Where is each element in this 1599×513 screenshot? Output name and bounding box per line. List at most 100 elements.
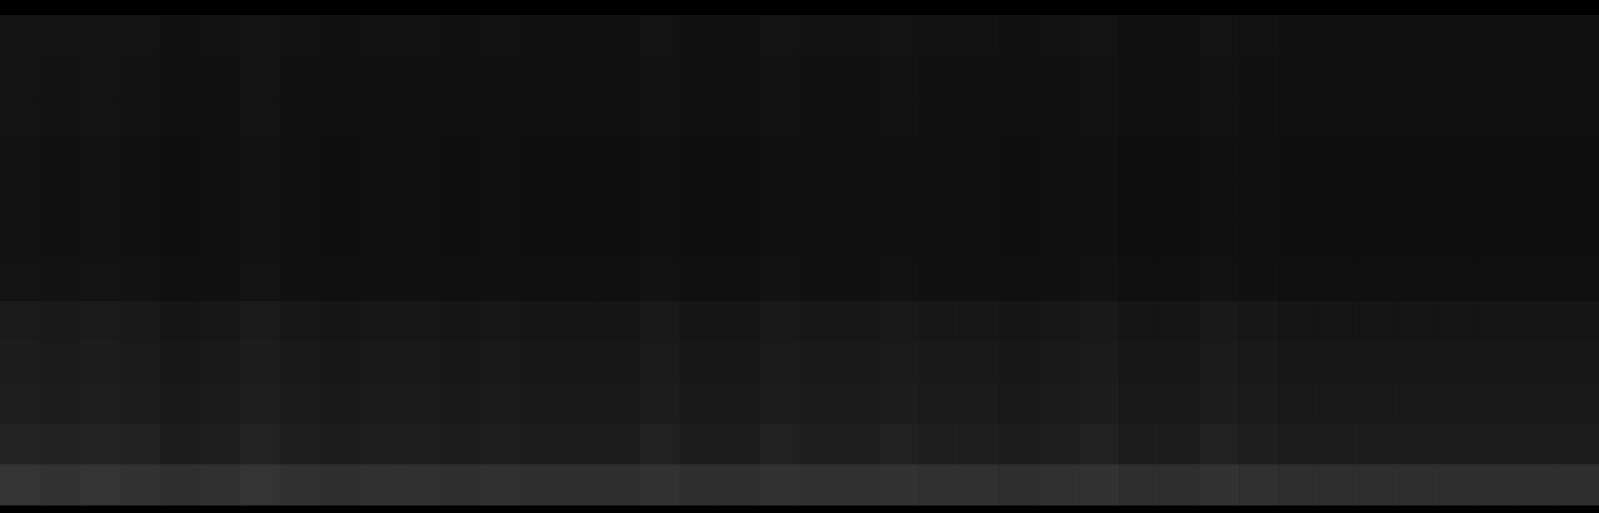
cell <box>1079 138 1119 179</box>
cell <box>1559 423 1599 464</box>
cell <box>560 15 600 56</box>
cell <box>1439 423 1479 464</box>
cell <box>560 301 600 342</box>
cell <box>480 383 520 424</box>
cell <box>800 97 840 138</box>
cell <box>879 260 919 301</box>
cell <box>1199 219 1239 260</box>
cell <box>520 219 560 260</box>
cell <box>1319 178 1359 219</box>
cell <box>1079 56 1119 97</box>
cell <box>800 56 840 97</box>
cell <box>1319 464 1359 505</box>
cell <box>120 178 160 219</box>
cell <box>480 219 520 260</box>
cell <box>0 56 40 97</box>
cell <box>999 423 1039 464</box>
cell <box>720 383 760 424</box>
cell <box>999 56 1039 97</box>
cell <box>680 219 720 260</box>
cell <box>1159 260 1199 301</box>
cell <box>760 219 800 260</box>
cell <box>160 464 200 505</box>
cell <box>999 383 1039 424</box>
cell <box>480 138 520 179</box>
cell <box>360 464 400 505</box>
cell <box>839 97 879 138</box>
cell <box>160 342 200 383</box>
cell <box>1399 15 1439 56</box>
cell <box>760 423 800 464</box>
cell <box>520 423 560 464</box>
cell <box>80 15 120 56</box>
cell <box>80 56 120 97</box>
cell <box>800 383 840 424</box>
cell <box>240 464 280 505</box>
cell <box>959 178 999 219</box>
cell <box>999 260 1039 301</box>
cell <box>879 97 919 138</box>
cell <box>1559 56 1599 97</box>
cell <box>1239 301 1279 342</box>
cell <box>1479 97 1519 138</box>
cell <box>640 383 680 424</box>
cell <box>280 56 320 97</box>
cell <box>1359 219 1399 260</box>
cell <box>160 15 200 56</box>
cell <box>280 383 320 424</box>
cell <box>240 423 280 464</box>
cell <box>1439 56 1479 97</box>
cell <box>240 178 280 219</box>
cell <box>879 423 919 464</box>
cell <box>720 342 760 383</box>
cell <box>919 15 959 56</box>
cell <box>1239 178 1279 219</box>
cell <box>1359 178 1399 219</box>
cell <box>360 15 400 56</box>
cell <box>720 423 760 464</box>
cell <box>879 383 919 424</box>
cell <box>280 97 320 138</box>
cell <box>1559 342 1599 383</box>
cell <box>1239 383 1279 424</box>
cell <box>919 178 959 219</box>
cell <box>560 342 600 383</box>
cell <box>800 138 840 179</box>
cell <box>120 423 160 464</box>
cell <box>1159 342 1199 383</box>
cell <box>400 138 440 179</box>
cell <box>40 219 80 260</box>
cell <box>1079 464 1119 505</box>
cell <box>1159 219 1199 260</box>
cell <box>1199 15 1239 56</box>
cell <box>680 342 720 383</box>
cell <box>1039 301 1079 342</box>
cell <box>440 342 480 383</box>
cell <box>1119 423 1159 464</box>
cell <box>600 301 640 342</box>
cell <box>879 301 919 342</box>
cell <box>120 260 160 301</box>
cell <box>320 342 360 383</box>
cell <box>1399 342 1439 383</box>
cell <box>440 423 480 464</box>
cell <box>1119 15 1159 56</box>
cell <box>1239 260 1279 301</box>
cell <box>879 342 919 383</box>
cell <box>1439 97 1479 138</box>
cell <box>919 56 959 97</box>
cell <box>600 260 640 301</box>
cell <box>40 56 80 97</box>
cell <box>919 423 959 464</box>
cell <box>1559 97 1599 138</box>
cell <box>1479 301 1519 342</box>
cell <box>1039 383 1079 424</box>
cell <box>1039 97 1079 138</box>
cell <box>879 178 919 219</box>
cell <box>0 97 40 138</box>
cell <box>1039 260 1079 301</box>
cell <box>320 178 360 219</box>
cell <box>80 464 120 505</box>
cell <box>280 342 320 383</box>
cell <box>560 464 600 505</box>
